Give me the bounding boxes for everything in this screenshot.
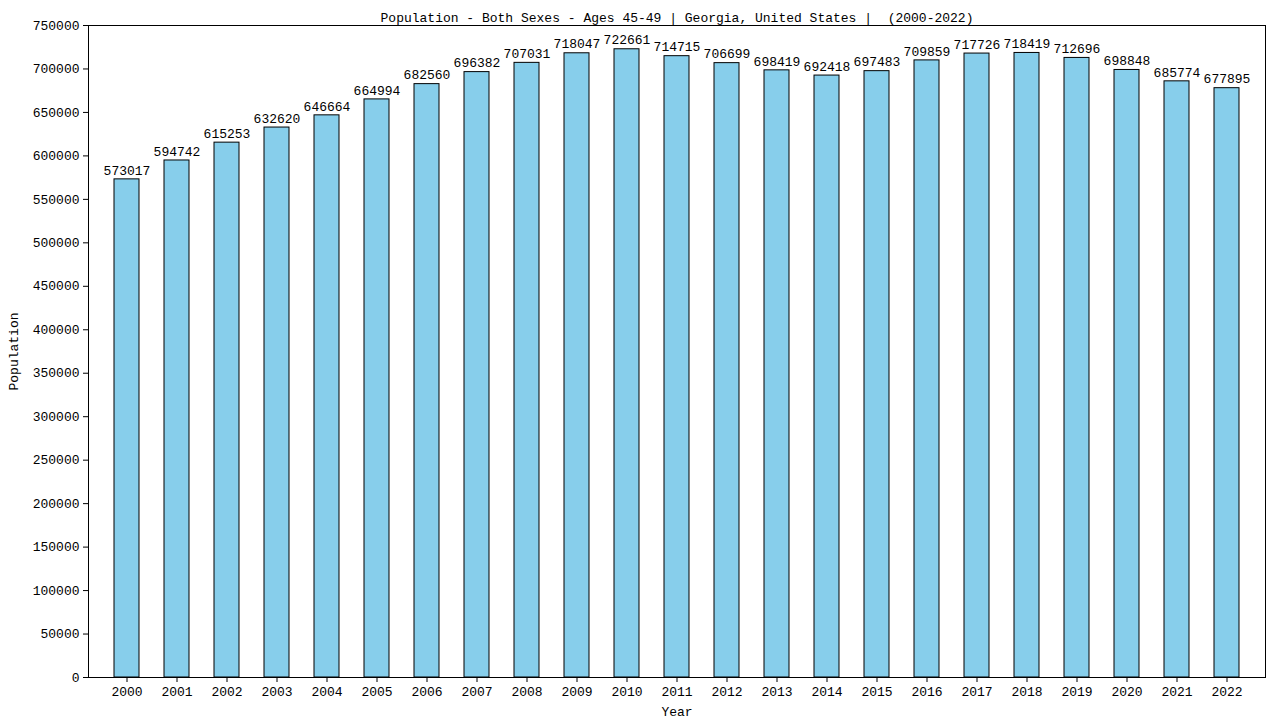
svg-text:Population: Population (7, 312, 22, 390)
svg-text:682560: 682560 (404, 68, 451, 83)
svg-text:2013: 2013 (761, 685, 792, 700)
svg-text:Year: Year (661, 705, 692, 720)
svg-text:450000: 450000 (33, 279, 80, 294)
svg-text:300000: 300000 (33, 410, 80, 425)
svg-text:707031: 707031 (504, 47, 551, 62)
svg-text:150000: 150000 (33, 540, 80, 555)
svg-text:685774: 685774 (1154, 65, 1201, 80)
svg-text:2007: 2007 (461, 685, 492, 700)
svg-text:718047: 718047 (554, 37, 601, 52)
svg-text:500000: 500000 (33, 236, 80, 251)
svg-text:594742: 594742 (154, 145, 201, 160)
svg-text:2008: 2008 (511, 685, 542, 700)
svg-text:2019: 2019 (1061, 685, 1092, 700)
svg-text:2020: 2020 (1111, 685, 1142, 700)
svg-text:714715: 714715 (654, 40, 701, 55)
svg-text:573017: 573017 (104, 164, 151, 179)
svg-text:2002: 2002 (211, 685, 242, 700)
svg-text:100000: 100000 (33, 584, 80, 599)
svg-text:2016: 2016 (911, 685, 942, 700)
svg-text:Population - Both Sexes - Ages: Population - Both Sexes - Ages 45-49 | G… (381, 11, 974, 26)
svg-text:2006: 2006 (411, 685, 442, 700)
svg-text:600000: 600000 (33, 149, 80, 164)
svg-text:2003: 2003 (261, 685, 292, 700)
svg-text:706699: 706699 (704, 47, 751, 62)
svg-text:200000: 200000 (33, 497, 80, 512)
svg-text:646664: 646664 (304, 99, 351, 114)
svg-text:2000: 2000 (111, 685, 142, 700)
svg-text:2009: 2009 (561, 685, 592, 700)
svg-text:2001: 2001 (161, 685, 192, 700)
svg-text:709859: 709859 (904, 45, 951, 60)
svg-text:2010: 2010 (611, 685, 642, 700)
svg-text:692418: 692418 (804, 60, 851, 75)
svg-text:2015: 2015 (861, 685, 892, 700)
svg-text:750000: 750000 (33, 19, 80, 34)
svg-text:615253: 615253 (204, 127, 251, 142)
svg-text:550000: 550000 (33, 193, 80, 208)
svg-text:2005: 2005 (361, 685, 392, 700)
svg-text:697483: 697483 (854, 55, 901, 70)
svg-text:2021: 2021 (1161, 685, 1192, 700)
svg-text:250000: 250000 (33, 453, 80, 468)
svg-text:2018: 2018 (1011, 685, 1042, 700)
svg-text:50000: 50000 (40, 627, 79, 642)
svg-text:650000: 650000 (33, 106, 80, 121)
svg-text:698419: 698419 (754, 55, 801, 70)
svg-text:0: 0 (72, 671, 80, 686)
svg-text:722661: 722661 (604, 33, 651, 48)
svg-text:2014: 2014 (811, 685, 842, 700)
svg-text:2012: 2012 (711, 685, 742, 700)
svg-text:700000: 700000 (33, 62, 80, 77)
svg-text:712696: 712696 (1054, 42, 1101, 57)
svg-text:664994: 664994 (354, 84, 401, 99)
svg-text:632620: 632620 (254, 112, 301, 127)
svg-text:2017: 2017 (961, 685, 992, 700)
svg-text:350000: 350000 (33, 366, 80, 381)
svg-text:400000: 400000 (33, 323, 80, 338)
svg-text:718419: 718419 (1004, 37, 1051, 52)
svg-text:717726: 717726 (954, 38, 1001, 53)
svg-text:2011: 2011 (661, 685, 692, 700)
svg-text:698848: 698848 (1104, 54, 1151, 69)
svg-text:677895: 677895 (1204, 72, 1251, 87)
svg-text:2004: 2004 (311, 685, 342, 700)
svg-text:2022: 2022 (1211, 685, 1242, 700)
svg-text:696382: 696382 (454, 56, 501, 71)
